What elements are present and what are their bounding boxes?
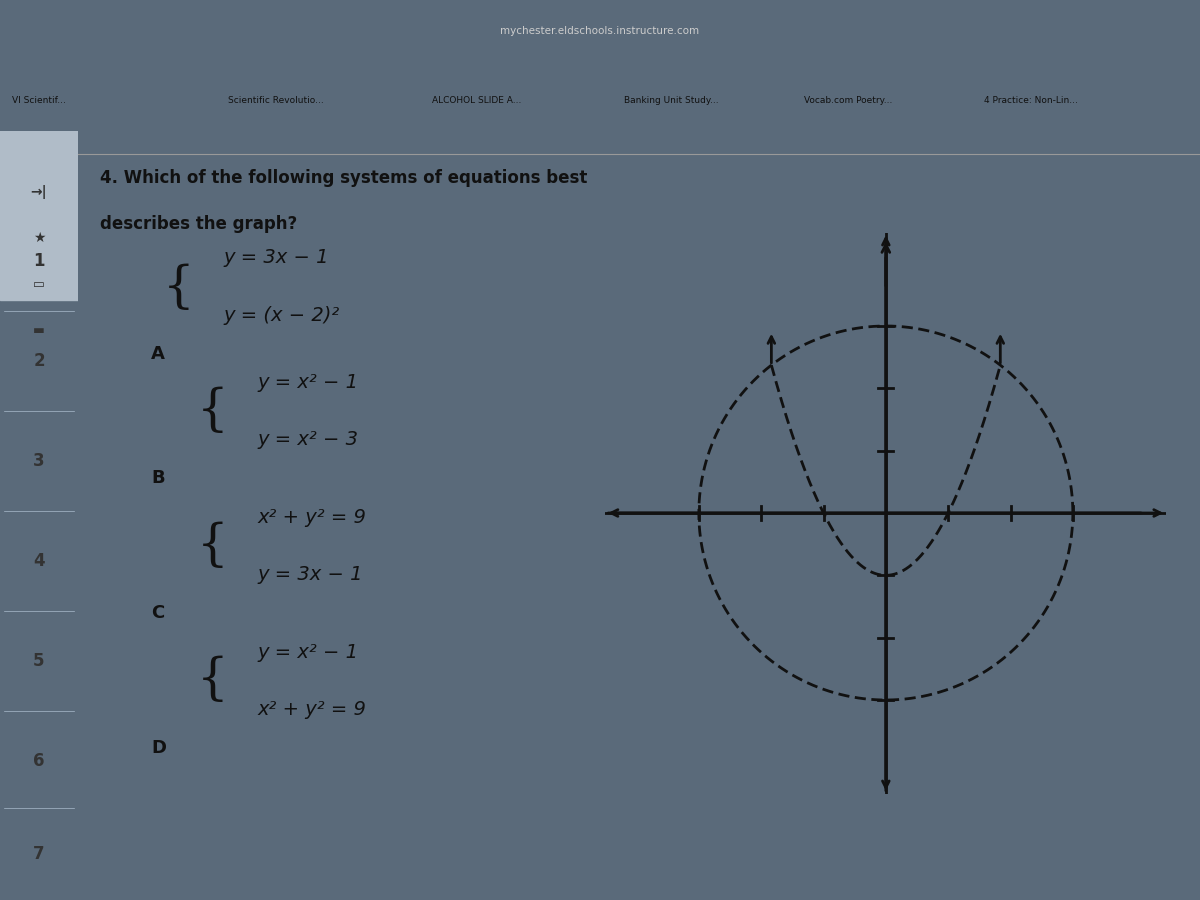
Text: y = x² − 3: y = x² − 3	[258, 430, 359, 449]
Text: mychester.eldschools.instructure.com: mychester.eldschools.instructure.com	[500, 26, 700, 37]
Text: ▭: ▭	[34, 278, 44, 291]
Text: ★: ★	[32, 231, 46, 245]
Text: describes the graph?: describes the graph?	[101, 215, 298, 233]
Text: 4: 4	[34, 553, 44, 571]
Text: Banking Unit Study...: Banking Unit Study...	[624, 95, 719, 104]
Text: 6: 6	[34, 752, 44, 770]
Text: 4. Which of the following systems of equations best: 4. Which of the following systems of equ…	[101, 169, 588, 187]
Text: y = 3x − 1: y = 3x − 1	[224, 248, 329, 267]
Text: y = 3x − 1: y = 3x − 1	[258, 565, 364, 584]
Text: 5: 5	[34, 652, 44, 670]
Text: C: C	[151, 604, 164, 622]
Text: {: {	[197, 521, 228, 571]
Text: ▬: ▬	[34, 324, 44, 338]
Text: VI Scientif...: VI Scientif...	[12, 95, 66, 104]
Text: x² + y² = 9: x² + y² = 9	[258, 508, 366, 527]
Text: y = x² − 1: y = x² − 1	[258, 643, 359, 662]
Text: 3: 3	[34, 453, 44, 471]
Text: Scientific Revolutio...: Scientific Revolutio...	[228, 95, 324, 104]
Text: {: {	[163, 264, 194, 313]
Text: 4 Practice: Non-Lin...: 4 Practice: Non-Lin...	[984, 95, 1078, 104]
Text: A: A	[151, 345, 164, 363]
Text: B: B	[151, 469, 164, 487]
Text: 7: 7	[34, 845, 44, 863]
Text: y = (x − 2)²: y = (x − 2)²	[224, 306, 340, 325]
Text: →|: →|	[31, 185, 47, 199]
Text: y = x² − 1: y = x² − 1	[258, 374, 359, 392]
Text: Vocab.com Poetry...: Vocab.com Poetry...	[804, 95, 893, 104]
Text: {: {	[197, 656, 228, 706]
Text: 2: 2	[34, 353, 44, 371]
Text: ALCOHOL SLIDE A...: ALCOHOL SLIDE A...	[432, 95, 521, 104]
Text: {: {	[197, 387, 228, 436]
Text: x² + y² = 9: x² + y² = 9	[258, 699, 366, 719]
Bar	[0, 130, 78, 300]
Text: D: D	[151, 739, 166, 757]
Text: 1: 1	[34, 252, 44, 270]
